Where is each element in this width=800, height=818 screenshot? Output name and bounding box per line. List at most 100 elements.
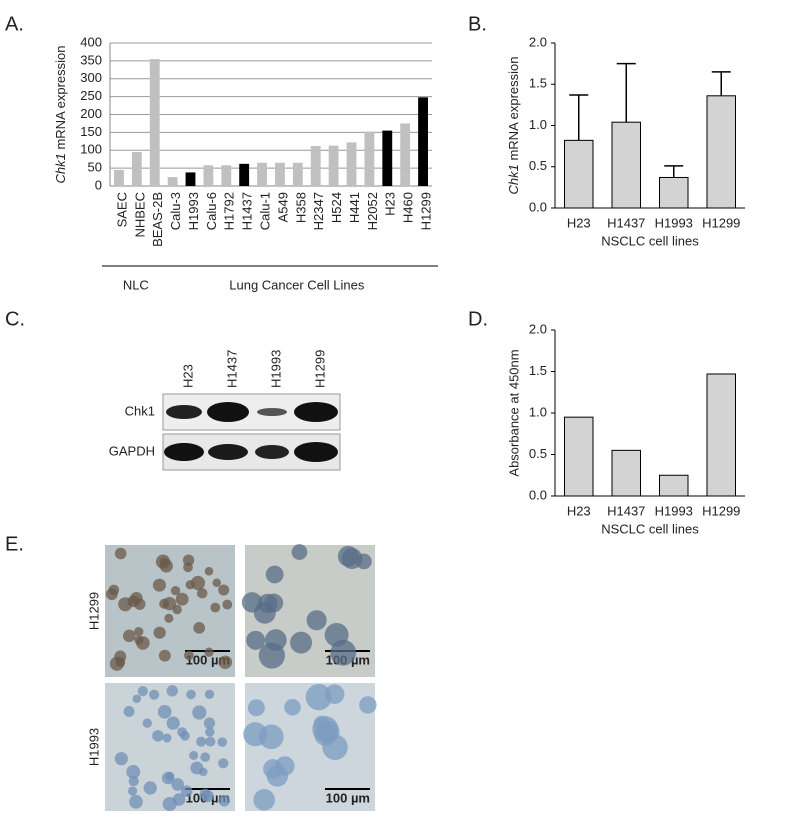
- western-blot: C. Chk1 GAPDH H23 H1437 H1993 H1299: [5, 308, 341, 471]
- cell: [305, 683, 332, 711]
- row-label: H1299: [86, 592, 101, 630]
- bar: [659, 474, 689, 497]
- x-tick-label: H1299: [418, 192, 433, 230]
- bar: [659, 176, 689, 209]
- lane-label: H23: [180, 364, 195, 388]
- x-tick-label: H23: [567, 503, 591, 518]
- x-tick-label: SAEC: [114, 192, 129, 227]
- band: [164, 443, 204, 461]
- bar: [346, 142, 357, 186]
- bar: [167, 177, 178, 186]
- cell: [257, 593, 278, 614]
- bar: [292, 162, 303, 186]
- bar: [275, 162, 285, 186]
- bar: [257, 162, 267, 186]
- band: [257, 408, 287, 416]
- x-tick-label: H1993: [655, 503, 693, 518]
- bar: [706, 95, 736, 209]
- cell: [166, 716, 180, 730]
- cell: [218, 794, 230, 807]
- cell: [210, 602, 221, 613]
- cell: [171, 778, 185, 791]
- lane-label: H1299: [312, 350, 327, 388]
- y-tick-label: 350: [80, 52, 102, 67]
- y-tick-label: 50: [88, 160, 102, 175]
- cell: [142, 718, 152, 728]
- x-tick-label: NHBEC: [132, 192, 147, 238]
- cell: [159, 598, 170, 609]
- bar: [611, 449, 641, 497]
- bar: [400, 123, 411, 186]
- band: [207, 402, 249, 422]
- y-axis-label: Chk1 mRNA expression: [506, 56, 521, 194]
- cell: [123, 706, 135, 718]
- y-tick-label: 200: [80, 106, 102, 121]
- cell: [175, 592, 189, 606]
- cell: [122, 629, 136, 643]
- bar: [310, 145, 321, 186]
- cell: [183, 562, 193, 573]
- x-tick-label: Calu-3: [168, 192, 183, 230]
- y-axis-label-text: mRNA expression: [506, 56, 521, 160]
- band: [208, 444, 248, 460]
- cell: [200, 752, 211, 763]
- panel-label: A.: [5, 13, 24, 35]
- group-label: Lung Cancer Cell Lines: [229, 277, 365, 292]
- band: [294, 402, 338, 422]
- x-tick-label: H1299: [702, 215, 740, 230]
- band: [166, 405, 202, 419]
- bar: [418, 97, 428, 186]
- cell: [137, 686, 148, 697]
- cell: [143, 781, 157, 795]
- cell: [196, 587, 208, 599]
- x-tick-label: H441: [347, 192, 362, 223]
- cell: [153, 626, 166, 639]
- cell: [130, 591, 143, 605]
- y-axis-label: Absorbance at 450nm: [506, 349, 521, 476]
- band: [294, 442, 338, 462]
- cell: [247, 699, 265, 717]
- cell: [157, 705, 172, 719]
- x-tick-label: H1993: [186, 192, 201, 230]
- lane-label: H1437: [224, 350, 239, 388]
- y-tick-label: 250: [80, 88, 102, 103]
- x-tick-label: H23: [383, 192, 398, 216]
- cell: [263, 759, 283, 779]
- x-tick-label: H524: [329, 192, 344, 223]
- cell: [190, 575, 206, 591]
- cell: [253, 789, 275, 811]
- cell: [284, 698, 301, 716]
- bar: [221, 165, 232, 186]
- cell: [316, 720, 340, 744]
- cell: [159, 559, 173, 573]
- x-tick-label: H1437: [607, 503, 645, 518]
- cell: [218, 758, 229, 769]
- y-tick-label: 2.0: [529, 321, 547, 336]
- cell: [152, 730, 164, 742]
- cell: [217, 737, 228, 747]
- y-tick-label: 1.0: [529, 404, 547, 419]
- cell: [158, 649, 171, 662]
- y-tick-label: 1.0: [529, 117, 547, 132]
- cell: [128, 775, 139, 787]
- cell: [149, 689, 160, 700]
- ihc-images: E. H1299 H1993 100 µm 100 µm 100 µm 100 …: [5, 533, 375, 811]
- row-label: H1993: [86, 728, 101, 766]
- cell: [218, 584, 230, 596]
- cell: [306, 610, 327, 631]
- row-label: GAPDH: [109, 443, 155, 458]
- bar: [328, 145, 339, 186]
- x-tick-label: H1792: [222, 192, 237, 230]
- cell: [105, 588, 118, 601]
- x-tick-label: H23: [567, 215, 591, 230]
- cell: [258, 724, 284, 750]
- cell: [152, 578, 167, 592]
- cell: [203, 717, 216, 729]
- cell: [218, 655, 233, 670]
- cell: [128, 786, 138, 796]
- cell: [132, 694, 142, 704]
- y-tick-label: 1.5: [529, 363, 547, 378]
- row-label: Chk1: [125, 403, 155, 418]
- x-tick-label: H358: [293, 192, 308, 223]
